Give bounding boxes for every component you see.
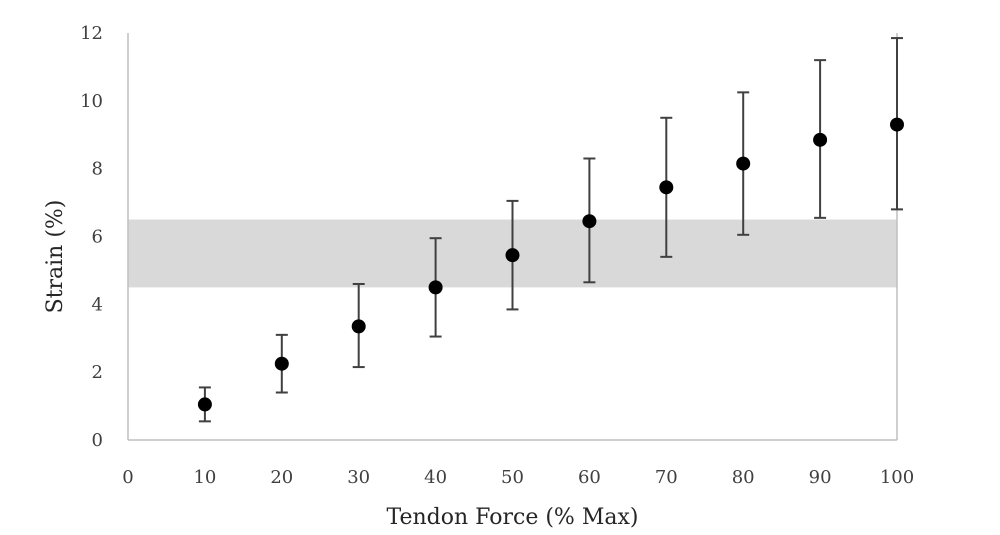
data-point — [505, 248, 520, 263]
data-point — [197, 397, 212, 412]
x-tick-label: 100 — [880, 467, 914, 488]
x-tick-label: 0 — [122, 467, 133, 488]
data-point — [428, 280, 443, 295]
y-axis-title: Strain (%) — [43, 200, 68, 314]
data-point — [582, 214, 597, 229]
y-tick-labels: 0 2 4 6 8 10 12 — [80, 23, 103, 451]
y-tick-label: 12 — [80, 23, 103, 44]
data-point — [659, 180, 674, 195]
data-point — [813, 132, 828, 147]
data-point — [736, 156, 751, 171]
x-tick-label: 90 — [809, 467, 832, 488]
x-tick-label: 50 — [501, 467, 524, 488]
y-tick-label: 0 — [92, 430, 103, 451]
data-point — [274, 356, 289, 371]
x-tick-label: 10 — [193, 467, 216, 488]
x-tick-label: 30 — [347, 467, 370, 488]
data-point — [890, 117, 904, 132]
x-tick-label: 40 — [424, 467, 447, 488]
y-tick-label: 8 — [92, 159, 103, 180]
y-tick-label: 6 — [92, 227, 103, 248]
x-axis-title: Tendon Force (% Max) — [387, 505, 639, 530]
x-tick-labels: 0 10 20 30 40 50 60 70 80 90 100 — [122, 467, 914, 488]
x-tick-label: 80 — [732, 467, 755, 488]
y-tick-label: 4 — [92, 294, 103, 315]
data-point — [351, 319, 366, 334]
x-tick-label: 20 — [270, 467, 293, 488]
data-points — [197, 117, 904, 412]
y-tick-label: 2 — [92, 362, 103, 383]
y-tick-label: 10 — [80, 91, 103, 112]
x-tick-label: 60 — [578, 467, 601, 488]
x-tick-label: 70 — [655, 467, 678, 488]
